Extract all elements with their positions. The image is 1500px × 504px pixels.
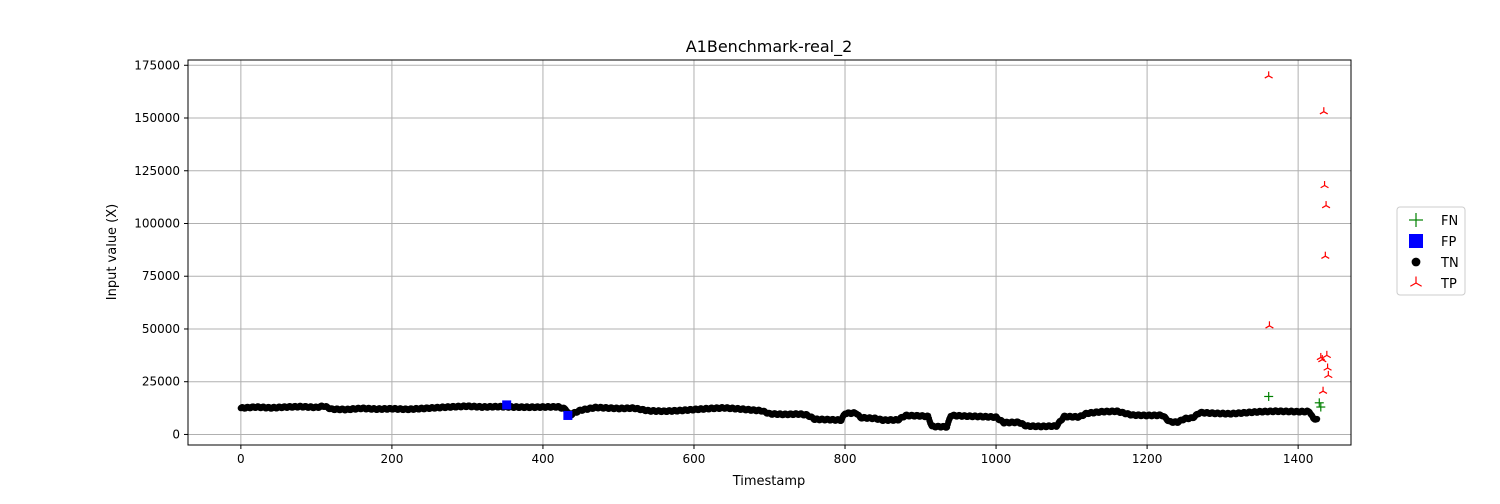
tri-stroke: [1319, 111, 1325, 115]
tp-point: [1319, 107, 1329, 115]
tp-point: [1322, 350, 1332, 359]
marker-layer: [502, 71, 1333, 420]
y-tick-label: 175000: [134, 58, 180, 72]
x-tick-label: 1000: [981, 452, 1012, 466]
tri-stroke: [1324, 374, 1329, 379]
y-axis-label: Input value (X): [105, 204, 120, 300]
tri-stroke: [1322, 390, 1328, 394]
tick-layer: 0 200 400 600 800 1000 1200 1400 0 25000 50000 7500…: [134, 58, 1313, 466]
x-tick-label: 1200: [1132, 452, 1163, 466]
x-tick-label: 800: [834, 452, 857, 466]
tn-point: [1313, 415, 1321, 423]
tn-series: [237, 402, 1321, 431]
tri-stroke: [1322, 359, 1327, 363]
y-tick-label: 75000: [142, 269, 180, 283]
grid-layer: [188, 60, 1351, 445]
x-tick-label: 0: [237, 452, 245, 466]
legend-marker-fn-icon: [1409, 213, 1423, 227]
fn-point: [1316, 402, 1326, 412]
tp-point: [1264, 71, 1273, 79]
fn-point: [1264, 391, 1274, 401]
tp-point: [1318, 386, 1328, 394]
tri-stroke: [1264, 75, 1269, 79]
y-tick-label: 25000: [142, 375, 180, 389]
fn-point: [1314, 398, 1324, 408]
tp-point: [1320, 181, 1329, 189]
legend: FN FP TN TP: [1396, 206, 1466, 296]
legend-label: TP: [1440, 277, 1457, 292]
tri-stroke: [1325, 255, 1330, 259]
tri-stroke: [1410, 282, 1417, 287]
tri-stroke: [1327, 367, 1332, 371]
x-axis-label: Timestamp: [732, 474, 806, 489]
tri-stroke: [1318, 390, 1324, 394]
tp-point: [1324, 370, 1333, 379]
legend-marker-tn-icon: [1411, 257, 1421, 267]
tri-stroke: [1324, 185, 1329, 189]
x-tick-label: 1400: [1283, 452, 1314, 466]
tri-stroke: [1328, 374, 1333, 379]
tp-point: [1316, 352, 1326, 361]
tp-point: [1321, 251, 1330, 259]
y-tick-label: 50000: [142, 322, 180, 336]
legend-marker-tp-icon: [1410, 276, 1422, 287]
tri-stroke: [1321, 255, 1326, 259]
tri-stroke: [1269, 325, 1274, 329]
tri-stroke: [1325, 205, 1331, 209]
legend-marker-fp-icon: [1409, 234, 1423, 248]
legend-entry-fp: FP: [1409, 234, 1456, 250]
tri-stroke: [1322, 354, 1328, 359]
tp-point: [1265, 321, 1274, 329]
legend-box: [1396, 206, 1466, 296]
y-tick-label: 0: [172, 427, 180, 441]
legend-entry-tn: TN: [1411, 256, 1459, 271]
legend-label: TN: [1440, 256, 1459, 271]
tri-stroke: [1415, 282, 1422, 287]
y-tick-label: 100000: [134, 216, 180, 230]
legend-label: FP: [1441, 235, 1456, 250]
tri-stroke: [1265, 325, 1270, 329]
legend-entry-tp: TP: [1410, 276, 1457, 292]
y-tick-label: 150000: [134, 111, 180, 125]
tri-stroke: [1316, 356, 1322, 361]
tri-stroke: [1321, 205, 1327, 209]
tp-point: [1321, 201, 1331, 209]
legend-label: FN: [1441, 214, 1458, 229]
tri-stroke: [1323, 111, 1329, 115]
tri-stroke: [1326, 354, 1332, 359]
fp-point: [563, 410, 573, 420]
tri-stroke: [1323, 367, 1328, 371]
legend-entry-fn: FN: [1409, 213, 1458, 229]
tri-stroke: [1268, 75, 1273, 79]
tri-stroke: [1318, 359, 1323, 363]
tp-point: [1323, 363, 1332, 371]
chart-title: A1Benchmark-real_2: [686, 37, 853, 57]
x-tick-label: 200: [380, 452, 403, 466]
x-tick-label: 600: [683, 452, 706, 466]
fp-point: [502, 400, 512, 410]
y-tick-label: 125000: [134, 164, 180, 178]
x-tick-label: 400: [531, 452, 554, 466]
tp-point: [1318, 355, 1327, 363]
plot-frame: [187, 59, 1352, 446]
tri-stroke: [1320, 185, 1325, 189]
